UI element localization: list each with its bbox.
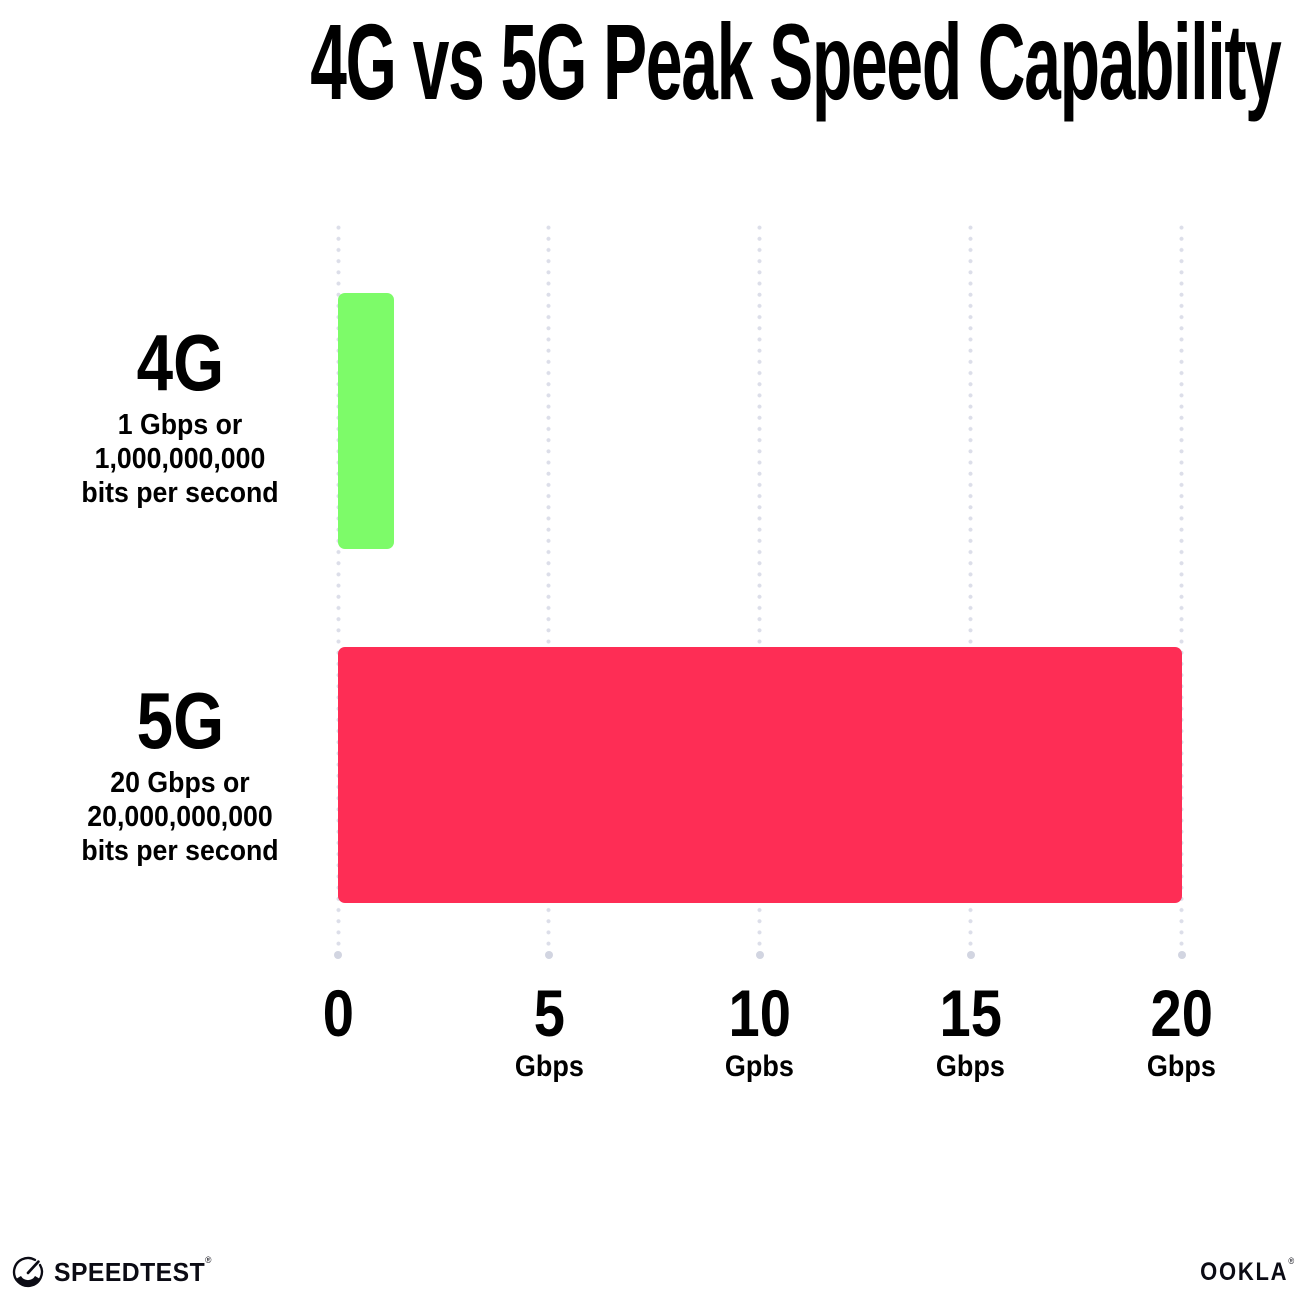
tick-unit	[258, 1050, 418, 1084]
x-tick-5: 5 Gbps	[469, 978, 629, 1084]
bar-4g	[338, 293, 394, 549]
sublabel-line: 1,000,000,000	[94, 443, 266, 475]
gridline	[757, 222, 763, 948]
tick-unit: Gbps	[1146, 1050, 1216, 1083]
gridline	[968, 222, 974, 948]
x-tick-0: 0	[258, 978, 418, 1084]
category-label-5g: 5G 20 Gbps or 20,000,000,000 bits per se…	[20, 680, 340, 868]
speedtest-gauge-icon	[12, 1256, 44, 1288]
tick-unit: Gbps	[936, 1050, 1006, 1083]
tick-value: 0	[322, 976, 354, 1050]
tick-value: 10	[728, 976, 791, 1050]
gridline	[546, 222, 552, 948]
bar-5g	[338, 647, 1182, 903]
registered-mark-icon: ®	[205, 1254, 212, 1265]
tick-value: 15	[939, 976, 1002, 1050]
tick-unit: Gbps	[514, 1050, 584, 1083]
x-tick-10: 10 Gpbs	[680, 978, 840, 1084]
x-tick-20: 20 Gbps	[1102, 978, 1262, 1084]
category-sublabel-4g: 1 Gbps or 1,000,000,000 bits per second	[20, 408, 340, 510]
sublabel-line: 20,000,000,000	[87, 801, 273, 833]
category-label-4g: 4G 1 Gbps or 1,000,000,000 bits per seco…	[20, 322, 340, 510]
tick-value: 20	[1150, 976, 1213, 1050]
ookla-logo: OOKLA®	[1187, 1256, 1296, 1287]
tick-unit: Gpbs	[725, 1050, 795, 1083]
sublabel-line: 1 Gbps or	[117, 409, 243, 441]
speedtest-logo: SPEEDTEST®	[10, 1254, 220, 1290]
x-tick-15: 15 Gbps	[891, 978, 1051, 1084]
sublabel-line: 20 Gbps or	[110, 767, 250, 799]
chart-title: 4G vs 5G Peak Speed Capability	[0, 8, 1308, 116]
category-name-5g: 5G	[136, 676, 224, 765]
ookla-wordmark: OOKLA®	[1200, 1256, 1296, 1286]
gridline	[335, 222, 341, 948]
tick-value: 5	[533, 976, 565, 1050]
sublabel-line: bits per second	[81, 835, 279, 867]
chart-title-text: 4G vs 5G Peak Speed Capability	[310, 1, 1282, 122]
sublabel-line: bits per second	[81, 477, 279, 509]
registered-mark-icon: ®	[1288, 1256, 1296, 1266]
category-sublabel-5g: 20 Gbps or 20,000,000,000 bits per secon…	[20, 766, 340, 868]
gridline	[1179, 222, 1184, 948]
category-name-4g: 4G	[136, 318, 224, 407]
speedtest-wordmark: SPEEDTEST®	[54, 1254, 212, 1287]
